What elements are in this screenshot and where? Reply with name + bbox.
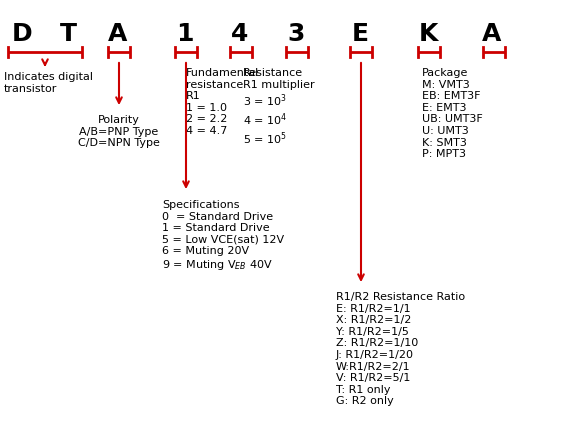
Text: Polarity
A/B=PNP Type
C/D=NPN Type: Polarity A/B=PNP Type C/D=NPN Type (78, 115, 160, 148)
Text: A: A (108, 22, 128, 46)
Text: Fundamental
resistance
R1
1 = 1.0
2 = 2.2
4 = 4.7: Fundamental resistance R1 1 = 1.0 2 = 2.… (186, 68, 259, 136)
Text: 3: 3 (287, 22, 305, 46)
Text: 1: 1 (176, 22, 194, 46)
Text: Resistance
R1 multiplier
3 = 10$^{3}$
4 = 10$^{4}$
5 = 10$^{5}$: Resistance R1 multiplier 3 = 10$^{3}$ 4 … (243, 68, 315, 147)
Text: Package
M: VMT3
EB: EMT3F
E: EMT3
UB: UMT3F
U: UMT3
K: SMT3
P: MPT3: Package M: VMT3 EB: EMT3F E: EMT3 UB: UM… (422, 68, 483, 159)
Text: E: E (352, 22, 368, 46)
Text: A: A (482, 22, 502, 46)
Text: R1/R2 Resistance Ratio
E: R1/R2=1/1
X: R1/R2=1/2
Y: R1/R2=1/5
Z: R1/R2=1/10
J: R: R1/R2 Resistance Ratio E: R1/R2=1/1 X: R… (336, 292, 465, 407)
Text: T: T (59, 22, 76, 46)
Text: Indicates digital
transistor: Indicates digital transistor (4, 72, 93, 94)
Text: D: D (12, 22, 32, 46)
Text: K: K (418, 22, 438, 46)
Text: Specifications
0  = Standard Drive
1 = Standard Drive
5 = Low VCE(sat) 12V
6 = M: Specifications 0 = Standard Drive 1 = St… (162, 200, 284, 272)
Text: 4: 4 (231, 22, 249, 46)
